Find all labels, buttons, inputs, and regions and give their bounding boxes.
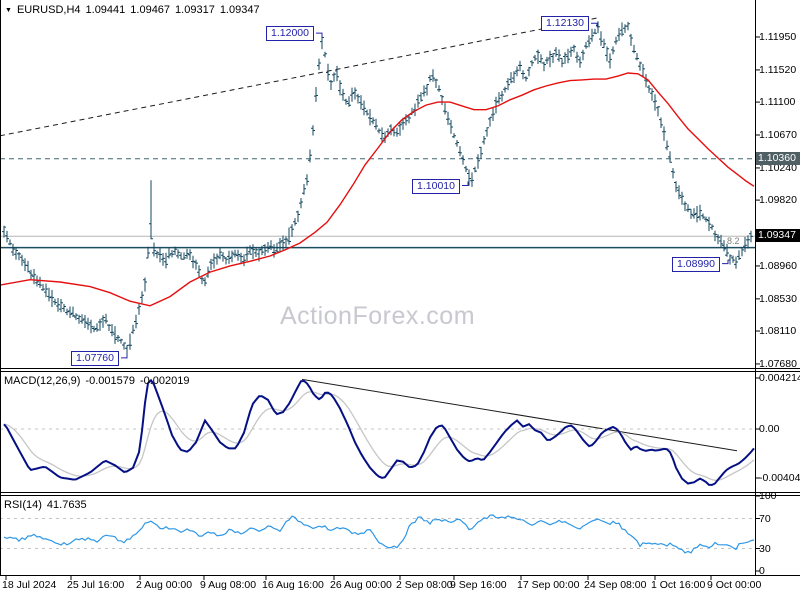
macd-panel [0,378,755,486]
date-label: 26 Aug 00:00 [330,579,392,591]
price-callout[interactable]: 1.08990 [672,256,720,272]
ma-line [0,72,755,307]
callout-connector [462,181,469,187]
price-panel [0,17,755,359]
rsi-indicator-label: RSI(14) 41.7635 [4,499,87,511]
macd-tick-label: 0.00 [759,423,780,435]
watermark: ActionForex.com [279,302,476,330]
callout-connector [722,259,729,265]
rsi-tick-label: 0 [759,565,765,577]
date-label: 9 Oct 00:00 [707,579,762,591]
price-tick-label: 1.09820 [759,194,797,207]
date-label: 9 Sep 16:00 [450,579,507,591]
macd-signal-line [3,391,755,481]
price-marker-label: 1.09347 [756,229,800,243]
price-tick-label: 1.10240 [759,161,797,174]
price-tick-label: 1.08110 [759,325,797,338]
date-label: 18 Jul 2024 [2,579,57,591]
price-tick-label: 1.08530 [759,292,797,305]
rsi-name: RSI(14) [4,499,42,511]
price-callout[interactable]: 1.12000 [266,26,314,42]
date-label: 17 Sep 00:00 [517,579,580,591]
date-label: 24 Sep 08:00 [584,579,647,591]
price-tick-label: 1.08960 [759,259,797,272]
price-marker-label: 1.10360 [756,151,800,165]
quote-open: 1.09441 [85,4,126,16]
rsi-tick-label: 30 [759,542,771,555]
symbol-marker-icon: ▼ [5,6,12,14]
price-trendline [0,17,599,137]
date-label: 1 Oct 16:00 [651,579,706,591]
rsi-tick-label: 100 [759,490,777,502]
price-callout[interactable]: 1.07760 [71,350,119,366]
date-label: 2 Sep 08:00 [396,579,453,591]
price-tick-label: 1.11950 [759,31,797,43]
date-label: 25 Jul 16:00 [67,579,125,591]
price-tick-label: 1.11520 [759,63,797,76]
quote-high: 1.09467 [130,4,171,16]
price-tick-label: 1.11100 [759,96,796,109]
date-label: 2 Aug 00:00 [136,579,193,591]
date-label: 9 Aug 08:00 [200,579,257,591]
quote-close: 1.09347 [219,4,260,16]
fib-level-label: 8.2 [727,236,740,246]
ohlc-bars [2,21,753,358]
price-callout[interactable]: 1.10010 [412,178,460,194]
macd-tick-label: 0.004214 [759,371,800,384]
macd-main-line [3,378,755,486]
macd-indicator-label: MACD(12,26,9) -0.001579 -0.002019 [4,375,190,387]
date-label: 16 Aug 16:00 [262,579,324,591]
chart-title: ▼ EURUSD,H4 1.09441 1.09467 1.09317 1.09… [5,4,260,16]
callout-connector [121,353,128,359]
rsi-value: 41.7635 [46,499,87,511]
callout-connector [316,32,323,38]
callout-connector [591,22,598,28]
macd-value-signal: -0.002019 [139,375,190,387]
macd-name: MACD(12,26,9) [4,375,81,387]
quote-low: 1.09317 [175,4,215,16]
price-tick-label: 1.07680 [759,357,797,370]
rsi-line [3,514,755,554]
price-tick-label: 1.10670 [759,129,797,141]
macd-tick-label: -0.004047 [759,471,800,484]
price-callout[interactable]: 1.12130 [541,16,589,32]
macd-trendline [301,378,738,452]
rsi-tick-label: 70 [759,512,771,525]
symbol-period: EURUSD,H4 [16,4,81,16]
macd-value-main: -0.001579 [85,375,135,387]
rsi-panel [0,514,755,554]
